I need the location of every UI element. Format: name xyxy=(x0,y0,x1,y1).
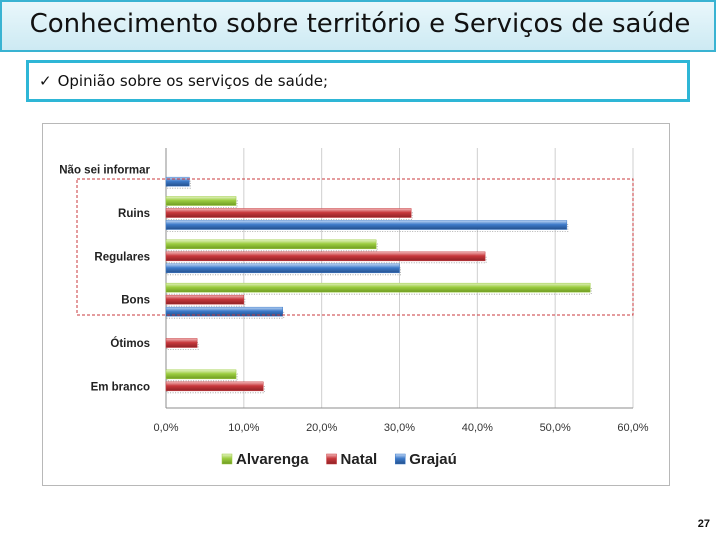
x-tick-label: 40,0% xyxy=(462,422,493,434)
category-label: Ótimos xyxy=(110,337,150,350)
bar xyxy=(165,294,245,305)
category-label: Não sei informar xyxy=(59,165,150,177)
highlight-box xyxy=(76,178,634,316)
bar xyxy=(165,196,237,206)
bar xyxy=(165,306,283,317)
slide-title: Conhecimento sobre território e Serviços… xyxy=(29,9,691,39)
legend-swatch xyxy=(394,453,406,465)
x-tick-label: 30,0% xyxy=(384,422,415,434)
bar xyxy=(165,369,237,380)
bar xyxy=(165,381,264,392)
chart-frame xyxy=(42,123,670,486)
bar xyxy=(165,220,568,230)
legend-label: Alvarenga xyxy=(236,451,309,468)
bar xyxy=(165,208,412,218)
bar xyxy=(165,263,400,274)
legend-swatch xyxy=(326,453,337,465)
legend-swatch xyxy=(221,453,233,465)
subtitle: ✓ Opinião sobre os serviços de saúde; xyxy=(39,72,328,90)
bar-shadow xyxy=(166,286,592,295)
x-tick-label: 0,0% xyxy=(153,422,178,434)
x-tick-label: 20,0% xyxy=(306,422,337,434)
x-tick-label: 50,0% xyxy=(540,422,571,434)
bar xyxy=(165,239,377,250)
check-icon: ✓ xyxy=(39,72,52,90)
bar xyxy=(165,176,190,187)
title-bar: Conhecimento sobre território e Serviços… xyxy=(0,0,716,52)
subtitle-label: Opinião sobre os serviços de saúde; xyxy=(57,72,329,90)
subtitle-box: ✓ Opinião sobre os serviços de saúde; xyxy=(26,60,690,102)
legend-label: Grajaú xyxy=(409,451,457,468)
legend-label: Natal xyxy=(341,451,378,468)
category-label: Regulares xyxy=(94,251,150,263)
category-label: Ruins xyxy=(118,208,150,220)
page-number: 27 xyxy=(697,518,710,530)
category-label: Em branco xyxy=(91,381,150,393)
bar xyxy=(165,251,486,262)
category-label: Bons xyxy=(121,295,150,307)
x-tick-label: 10,0% xyxy=(228,422,259,434)
bar xyxy=(165,282,591,293)
bar xyxy=(165,338,198,348)
bar-shadow xyxy=(166,255,487,264)
x-tick-label: 60,0% xyxy=(617,422,648,434)
